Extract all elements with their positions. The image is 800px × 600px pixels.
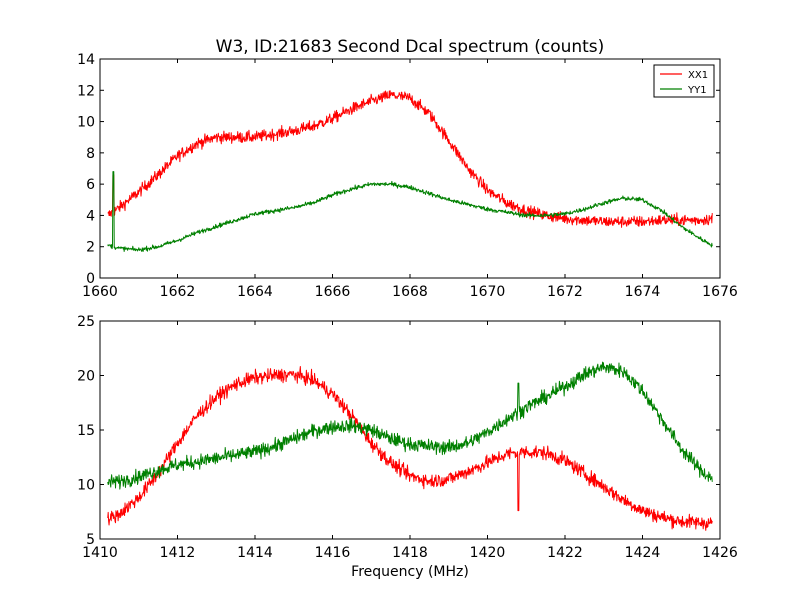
top-x-tick-label: 1670 <box>470 284 506 300</box>
top-x-tick-label: 1674 <box>625 284 661 300</box>
bottom-y-tick-label: 5 <box>86 532 95 548</box>
bottom-x-tick-label: 1410 <box>82 545 118 561</box>
legend-xx1-label: XX1 <box>688 70 708 81</box>
bottom-chart-panel: 1410 1412 1414 1416 1418 1420 1422 1424 1426 5 10 1… <box>77 314 738 580</box>
bottom-y-tick-label: 15 <box>77 423 95 439</box>
top-x-tick-label: 1660 <box>82 284 118 300</box>
top-x-tick-label: 1672 <box>547 284 583 300</box>
bottom-x-tick-label: 1426 <box>702 545 738 561</box>
top-y-tick-label: 10 <box>77 115 95 131</box>
top-chart-panel: W3, ID:21683 Second Dcal spectrum (count… <box>77 37 738 300</box>
bottom-x-tick-label: 1414 <box>237 545 273 561</box>
bottom-x-tick-label: 1416 <box>315 545 351 561</box>
bottom-series-xx1-line <box>107 365 713 531</box>
top-x-tick-label: 1668 <box>392 284 428 300</box>
legend-yy1-label: YY1 <box>687 85 707 96</box>
top-x-tick-label: 1676 <box>702 284 738 300</box>
legend-box <box>653 64 715 98</box>
top-y-tick-label: 6 <box>86 177 95 193</box>
top-y-tick-label: 12 <box>77 83 95 99</box>
top-axes: 1660 1662 1664 1666 1668 1670 1672 1674 1676 0 2 4 6… <box>77 52 738 300</box>
top-x-tick-label: 1662 <box>160 284 196 300</box>
top-x-tick-label: 1666 <box>315 284 351 300</box>
top-y-tick-label: 14 <box>77 52 95 68</box>
x-axis-label: Frequency (MHz) <box>351 564 469 580</box>
top-chart-title: W3, ID:21683 Second Dcal spectrum (count… <box>216 37 605 57</box>
top-plot-area <box>107 90 713 252</box>
top-y-tick-label: 2 <box>86 240 95 256</box>
bottom-y-tick-label: 10 <box>77 478 95 494</box>
top-legend: XX1 YY1 <box>653 64 715 98</box>
bottom-plot-area <box>107 361 713 531</box>
bottom-x-tick-label: 1412 <box>160 545 196 561</box>
bottom-x-tick-label: 1422 <box>547 545 583 561</box>
bottom-x-tick-label: 1424 <box>625 545 661 561</box>
bottom-series-yy1-line <box>107 361 713 490</box>
top-x-tick-label: 1664 <box>237 284 273 300</box>
top-y-tick-label: 0 <box>86 271 95 287</box>
top-y-tick-label: 4 <box>86 208 95 224</box>
bottom-x-tick-label: 1418 <box>392 545 428 561</box>
top-series-xx1-line <box>107 90 713 228</box>
top-y-tick-label: 8 <box>86 146 95 162</box>
bottom-y-tick-label: 20 <box>77 369 95 385</box>
top-series-yy1-line <box>107 171 713 252</box>
bottom-x-tick-label: 1420 <box>470 545 506 561</box>
bottom-y-tick-label: 25 <box>77 314 95 330</box>
bottom-axes: 1410 1412 1414 1416 1418 1420 1422 1424 1426 5 10 1… <box>77 314 738 561</box>
